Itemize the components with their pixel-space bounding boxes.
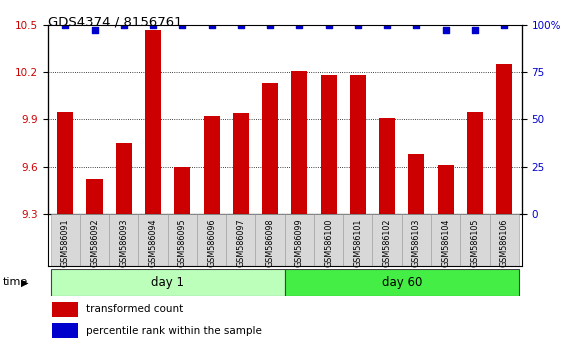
FancyBboxPatch shape	[460, 214, 490, 266]
Bar	[86, 179, 103, 214]
Point	[119, 22, 128, 28]
Text: GDS4374 / 8156761: GDS4374 / 8156761	[48, 16, 182, 29]
Text: GSM586096: GSM586096	[207, 218, 216, 267]
Text: GSM586105: GSM586105	[471, 218, 480, 267]
Point	[61, 22, 70, 28]
Text: ▶: ▶	[21, 277, 29, 287]
Text: GSM586103: GSM586103	[412, 218, 421, 267]
FancyBboxPatch shape	[431, 214, 460, 266]
Text: time: time	[3, 277, 28, 287]
Bar	[320, 75, 337, 214]
Bar	[57, 112, 73, 214]
Text: GSM586104: GSM586104	[441, 218, 450, 267]
Text: GSM586098: GSM586098	[265, 218, 274, 267]
FancyBboxPatch shape	[490, 214, 519, 266]
Point	[500, 22, 509, 28]
FancyBboxPatch shape	[343, 214, 373, 266]
Bar	[52, 323, 79, 338]
Text: GSM586106: GSM586106	[500, 218, 509, 267]
Text: GSM586095: GSM586095	[178, 218, 187, 267]
Bar	[204, 116, 219, 214]
FancyBboxPatch shape	[314, 214, 343, 266]
Text: day 1: day 1	[151, 276, 184, 289]
Point	[178, 22, 187, 28]
Text: GSM586100: GSM586100	[324, 218, 333, 267]
Text: GSM586092: GSM586092	[90, 218, 99, 267]
Bar	[291, 70, 307, 214]
Text: day 60: day 60	[381, 276, 422, 289]
Point	[265, 22, 274, 28]
Point	[295, 22, 304, 28]
FancyBboxPatch shape	[373, 214, 402, 266]
Bar	[174, 167, 190, 214]
FancyBboxPatch shape	[139, 214, 168, 266]
Text: transformed count: transformed count	[86, 304, 183, 314]
FancyBboxPatch shape	[226, 214, 255, 266]
FancyBboxPatch shape	[109, 214, 139, 266]
Point	[324, 22, 333, 28]
Bar	[438, 165, 454, 214]
Text: GSM586093: GSM586093	[119, 218, 128, 267]
FancyBboxPatch shape	[285, 214, 314, 266]
FancyBboxPatch shape	[80, 214, 109, 266]
Bar	[262, 83, 278, 214]
Text: percentile rank within the sample: percentile rank within the sample	[86, 326, 261, 336]
Text: GSM586091: GSM586091	[61, 218, 70, 267]
Bar	[350, 75, 366, 214]
Text: GSM586101: GSM586101	[353, 218, 362, 267]
Point	[383, 22, 392, 28]
Bar	[233, 113, 249, 214]
FancyBboxPatch shape	[255, 214, 285, 266]
Text: GSM586094: GSM586094	[149, 218, 158, 267]
FancyBboxPatch shape	[168, 214, 197, 266]
Bar	[116, 143, 132, 214]
Bar	[379, 118, 395, 214]
Point	[441, 28, 450, 33]
Bar	[496, 64, 512, 214]
Text: GSM586097: GSM586097	[236, 218, 245, 267]
FancyBboxPatch shape	[197, 214, 226, 266]
FancyBboxPatch shape	[50, 214, 80, 266]
Bar	[467, 112, 483, 214]
Bar	[145, 29, 161, 214]
FancyBboxPatch shape	[402, 214, 431, 266]
Bar	[408, 154, 425, 214]
Point	[412, 22, 421, 28]
Text: GSM586099: GSM586099	[295, 218, 304, 267]
Point	[353, 22, 362, 28]
Text: GSM586102: GSM586102	[383, 218, 392, 267]
FancyBboxPatch shape	[50, 269, 285, 296]
Point	[471, 28, 480, 33]
Bar	[52, 302, 79, 317]
Point	[207, 22, 216, 28]
FancyBboxPatch shape	[285, 269, 519, 296]
Point	[236, 22, 245, 28]
Point	[149, 22, 158, 28]
Point	[90, 28, 99, 33]
